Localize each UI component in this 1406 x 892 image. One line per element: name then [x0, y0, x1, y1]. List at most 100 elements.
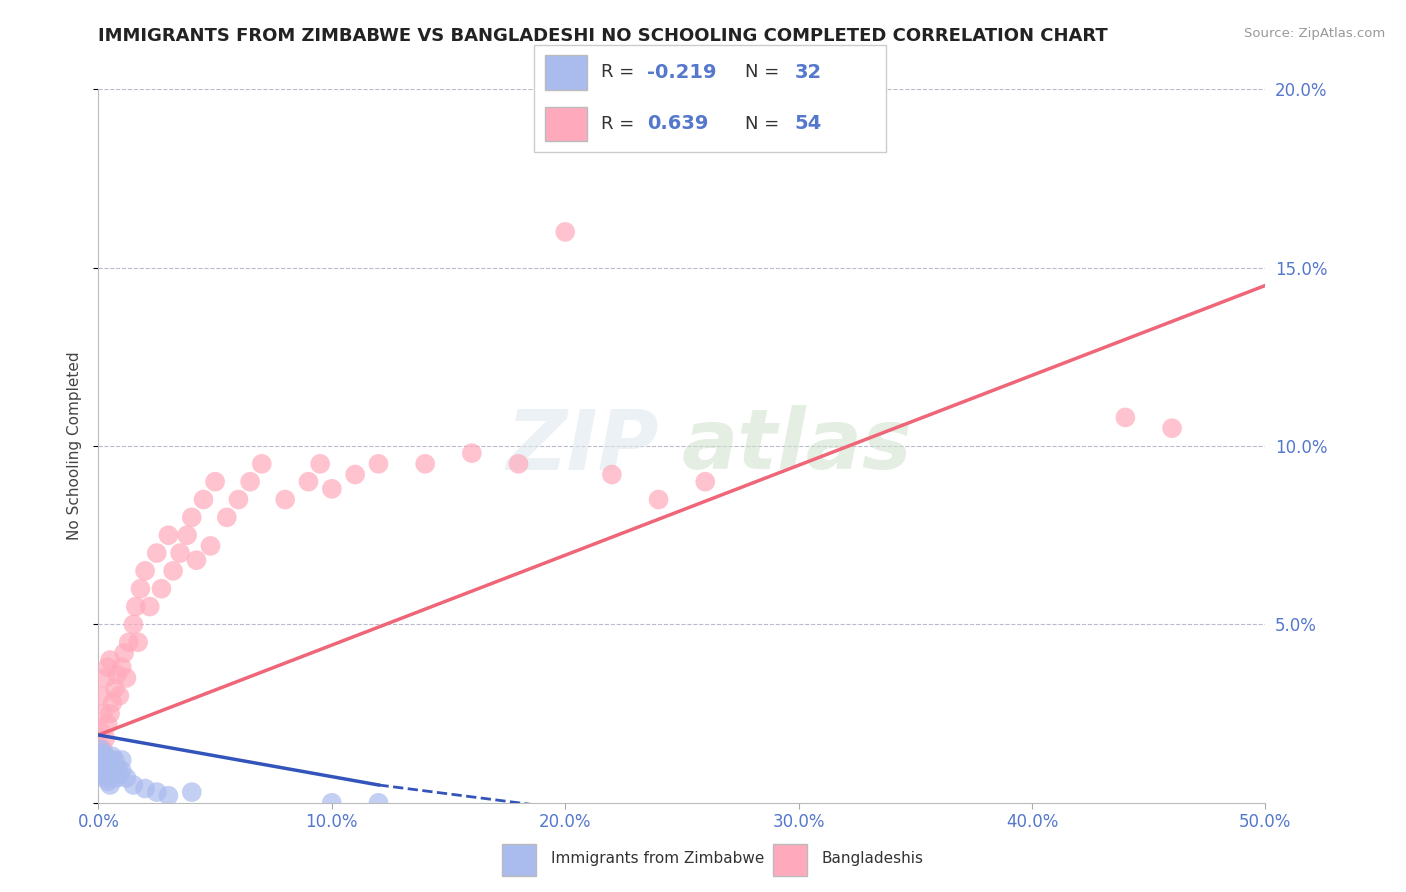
Point	[297, 475, 319, 489]
Point	[344, 467, 367, 482]
Point	[239, 475, 262, 489]
Point	[321, 796, 343, 810]
Point	[115, 771, 138, 785]
Point	[146, 546, 169, 560]
Text: ZIP: ZIP	[506, 406, 658, 486]
Point	[600, 467, 623, 482]
Point	[146, 785, 169, 799]
Point	[94, 771, 117, 785]
Point	[122, 778, 145, 792]
Point	[90, 724, 112, 739]
Point	[695, 475, 717, 489]
Point	[108, 767, 131, 781]
Point	[134, 564, 156, 578]
Text: atlas: atlas	[682, 406, 912, 486]
Point	[94, 671, 117, 685]
Point	[321, 482, 343, 496]
Point	[98, 778, 121, 792]
Text: R =: R =	[602, 115, 640, 133]
Point	[150, 582, 173, 596]
Point	[101, 696, 124, 710]
Point	[97, 753, 120, 767]
Point	[98, 767, 121, 781]
Point	[101, 760, 124, 774]
Point	[122, 617, 145, 632]
Point	[508, 457, 530, 471]
Point	[98, 653, 121, 667]
Point	[134, 781, 156, 796]
Point	[228, 492, 250, 507]
Point	[157, 789, 180, 803]
Text: Bangladeshis: Bangladeshis	[821, 851, 924, 866]
Text: 0.639: 0.639	[647, 114, 709, 133]
Point	[97, 764, 120, 778]
Point	[90, 742, 112, 756]
Point	[112, 646, 135, 660]
Point	[97, 774, 120, 789]
Point	[162, 564, 184, 578]
Text: Source: ZipAtlas.com: Source: ZipAtlas.com	[1244, 27, 1385, 40]
FancyBboxPatch shape	[544, 107, 588, 141]
Point	[180, 785, 202, 799]
FancyBboxPatch shape	[544, 55, 588, 89]
Point	[91, 742, 114, 756]
Point	[105, 667, 128, 681]
Point	[91, 756, 114, 771]
Point	[367, 796, 389, 810]
Point	[118, 635, 141, 649]
Point	[108, 689, 131, 703]
Point	[104, 753, 127, 767]
FancyBboxPatch shape	[534, 45, 886, 152]
Point	[90, 689, 112, 703]
Point	[111, 753, 134, 767]
Point	[129, 582, 152, 596]
Point	[127, 635, 149, 649]
Text: IMMIGRANTS FROM ZIMBABWE VS BANGLADESHI NO SCHOOLING COMPLETED CORRELATION CHART: IMMIGRANTS FROM ZIMBABWE VS BANGLADESHI …	[98, 27, 1108, 45]
Text: R =: R =	[602, 63, 640, 81]
FancyBboxPatch shape	[773, 844, 807, 876]
Text: 32: 32	[794, 63, 821, 82]
Point	[461, 446, 484, 460]
Point	[91, 746, 114, 760]
Point	[309, 457, 332, 471]
Point	[111, 660, 134, 674]
Point	[176, 528, 198, 542]
Point	[1161, 421, 1184, 435]
Text: N =: N =	[745, 115, 785, 133]
Point	[200, 539, 222, 553]
Point	[125, 599, 148, 614]
Text: 54: 54	[794, 114, 821, 133]
Point	[104, 764, 127, 778]
Text: Immigrants from Zimbabwe: Immigrants from Zimbabwe	[551, 851, 765, 866]
Point	[186, 553, 208, 567]
Point	[169, 546, 191, 560]
Text: N =: N =	[745, 63, 785, 81]
Point	[90, 760, 112, 774]
Point	[94, 760, 117, 774]
Point	[367, 457, 389, 471]
Point	[91, 767, 114, 781]
Point	[105, 760, 128, 774]
Point	[139, 599, 162, 614]
Point	[215, 510, 238, 524]
Point	[274, 492, 297, 507]
Point	[204, 475, 226, 489]
Point	[97, 660, 120, 674]
Point	[1114, 410, 1136, 425]
Point	[98, 756, 121, 771]
Point	[413, 457, 436, 471]
Point	[250, 457, 273, 471]
Y-axis label: No Schooling Completed: No Schooling Completed	[66, 351, 82, 541]
Point	[180, 510, 202, 524]
Point	[115, 671, 138, 685]
FancyBboxPatch shape	[502, 844, 537, 876]
Point	[104, 681, 127, 696]
Point	[90, 749, 112, 764]
Point	[101, 749, 124, 764]
Point	[94, 731, 117, 746]
Point	[97, 717, 120, 731]
Point	[94, 749, 117, 764]
Point	[105, 771, 128, 785]
Point	[193, 492, 215, 507]
Point	[554, 225, 576, 239]
